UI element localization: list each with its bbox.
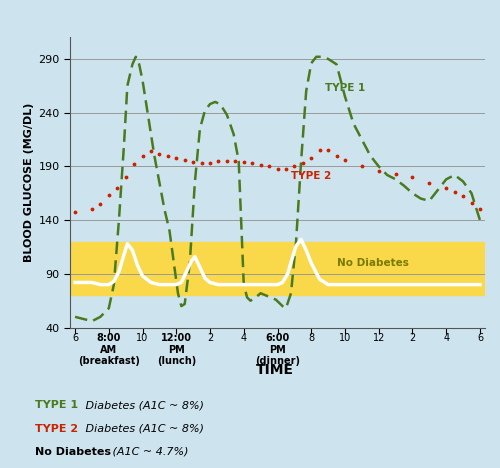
Text: (A1C ~ 4.7%): (A1C ~ 4.7%)	[109, 447, 188, 457]
Text: TYPE 1: TYPE 1	[324, 83, 365, 93]
Text: Diabetes (A1C ~ 8%): Diabetes (A1C ~ 8%)	[82, 424, 204, 433]
Text: 4: 4	[240, 333, 247, 343]
Text: 6: 6	[477, 333, 483, 343]
Text: 10: 10	[136, 333, 148, 343]
Text: No Diabetes: No Diabetes	[35, 447, 111, 457]
Text: TYPE 2: TYPE 2	[291, 171, 331, 181]
Text: No Diabetes: No Diabetes	[336, 258, 408, 268]
Bar	[70, 241, 485, 295]
Text: 8: 8	[308, 333, 314, 343]
Text: 6: 6	[72, 333, 78, 343]
Text: 2: 2	[207, 333, 213, 343]
Text: Diabetes (A1C ~ 8%): Diabetes (A1C ~ 8%)	[82, 400, 204, 410]
Text: TYPE 2: TYPE 2	[35, 424, 78, 433]
Text: 4: 4	[443, 333, 450, 343]
Text: 10: 10	[339, 333, 351, 343]
Text: 12:00
PM
(lunch): 12:00 PM (lunch)	[156, 333, 196, 366]
Y-axis label: BLOOD GLUCOSE (MG/DL): BLOOD GLUCOSE (MG/DL)	[24, 103, 34, 262]
Text: 8:00
AM
(breakfast): 8:00 AM (breakfast)	[78, 333, 140, 366]
Text: TIME: TIME	[256, 363, 294, 377]
Text: 12: 12	[372, 333, 385, 343]
Text: TYPE 1: TYPE 1	[35, 400, 78, 410]
Text: 2: 2	[410, 333, 416, 343]
Text: 6:00
PM
(dinner): 6:00 PM (dinner)	[255, 333, 300, 366]
